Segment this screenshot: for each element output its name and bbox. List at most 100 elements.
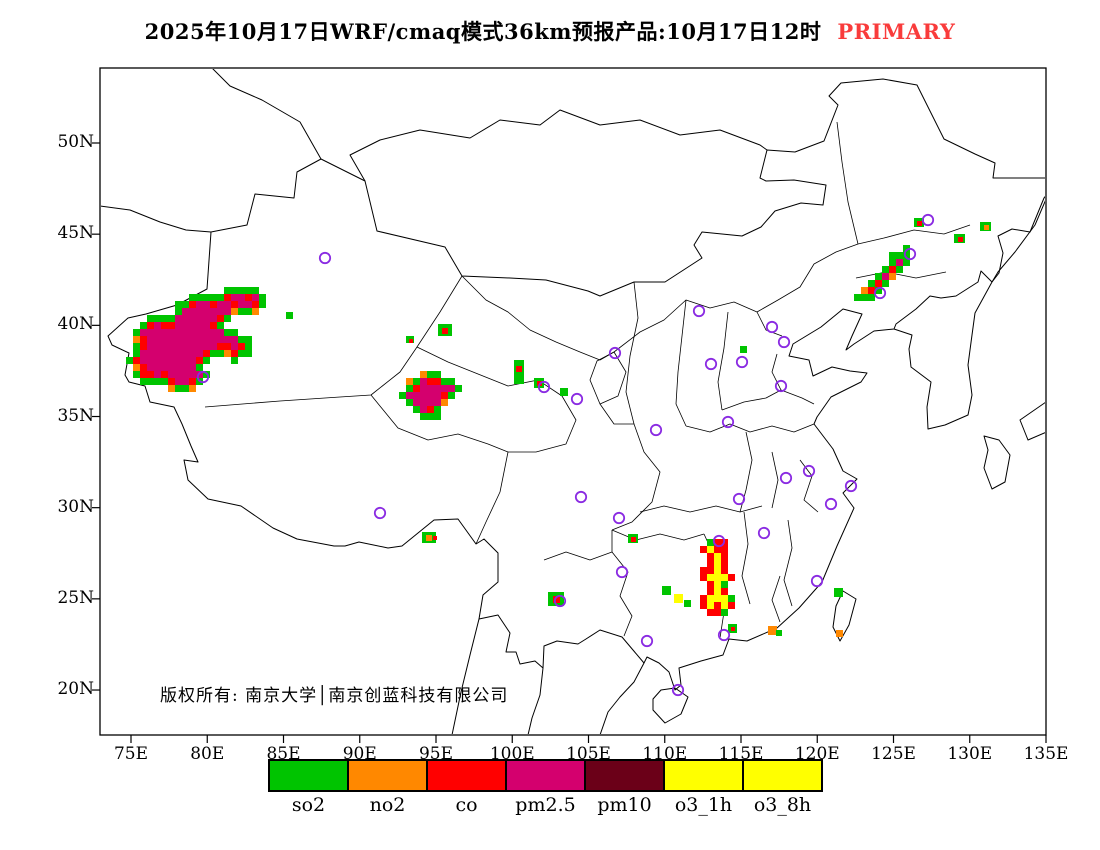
border-line bbox=[652, 687, 689, 724]
y-tick-label: 25N bbox=[57, 587, 94, 608]
legend-labels: so2 no2 co pm2.5 pm10 o3_1h o3_8h bbox=[268, 792, 823, 816]
legend-label-o3_1h: o3_1h bbox=[674, 794, 733, 816]
city-marker bbox=[196, 370, 210, 384]
border-line bbox=[101, 205, 212, 233]
city-marker bbox=[757, 526, 771, 540]
province-line bbox=[857, 224, 971, 245]
legend-swatch-pm10 bbox=[584, 759, 665, 792]
pollutant-spot bbox=[426, 535, 432, 541]
pollutant-spot bbox=[409, 339, 413, 343]
legend-label-pm10: pm10 bbox=[597, 794, 652, 816]
province-line bbox=[625, 281, 639, 425]
province-line bbox=[461, 275, 615, 361]
border-line bbox=[832, 590, 857, 642]
pollutant-region bbox=[854, 245, 910, 301]
province-line bbox=[204, 275, 463, 408]
page-title: 2025年10月17日WRF/cmaq模式36km预报产品:10月17日12时 P… bbox=[0, 16, 1100, 46]
province-line bbox=[685, 423, 815, 433]
city-marker bbox=[777, 335, 791, 349]
border-line bbox=[349, 109, 768, 182]
province-line bbox=[589, 351, 627, 405]
city-marker bbox=[574, 490, 588, 504]
city-marker bbox=[735, 355, 749, 369]
pollutant-spot bbox=[834, 588, 843, 597]
city-marker bbox=[712, 534, 726, 548]
city-marker bbox=[824, 497, 838, 511]
city-marker bbox=[844, 479, 858, 493]
pollutant-spot bbox=[560, 388, 568, 396]
border-line bbox=[1019, 402, 1045, 441]
pollutant-spot bbox=[917, 221, 922, 226]
city-marker bbox=[608, 346, 622, 360]
city-marker bbox=[318, 251, 332, 265]
y-tick-label: 45N bbox=[57, 223, 94, 244]
pollutant-spot bbox=[740, 346, 747, 353]
province-line bbox=[855, 271, 947, 279]
city-marker bbox=[921, 213, 935, 227]
city-marker bbox=[704, 357, 718, 371]
title-primary: PRIMARY bbox=[837, 19, 956, 44]
province-line bbox=[771, 575, 781, 623]
y-tick-label: 20N bbox=[57, 679, 94, 700]
copyright-text: 版权所有: 南京大学│南京创蓝科技有限公司 bbox=[160, 686, 509, 706]
border-line bbox=[893, 281, 993, 430]
city-markers bbox=[196, 213, 935, 697]
axis-ticks bbox=[92, 142, 1047, 743]
legend-swatch-so2 bbox=[268, 759, 349, 792]
pollutant-spot bbox=[674, 594, 683, 603]
legend-swatch-pm2.5 bbox=[505, 759, 586, 792]
province-line bbox=[836, 121, 859, 245]
legend-swatch-o3_1h bbox=[663, 759, 744, 792]
province-borders bbox=[204, 121, 971, 639]
province-line bbox=[370, 394, 509, 545]
province-line bbox=[780, 389, 815, 405]
city-marker bbox=[774, 379, 788, 393]
city-marker bbox=[570, 392, 584, 406]
y-tick-label: 50N bbox=[57, 132, 94, 152]
city-marker bbox=[671, 683, 685, 697]
border-line bbox=[527, 667, 544, 734]
legend-label-o3_8h: o3_8h bbox=[753, 794, 812, 816]
pollutant-spot bbox=[768, 626, 777, 635]
legend-label-no2: no2 bbox=[369, 794, 406, 816]
city-marker bbox=[553, 594, 567, 608]
pollutant-spots bbox=[286, 218, 991, 637]
city-marker bbox=[765, 320, 779, 334]
city-marker bbox=[615, 565, 629, 579]
pollutant-regions bbox=[126, 245, 910, 616]
province-line bbox=[741, 511, 751, 605]
province-line bbox=[639, 505, 763, 513]
city-marker bbox=[779, 471, 793, 485]
pollutant-spot bbox=[662, 586, 671, 595]
city-marker bbox=[802, 464, 816, 478]
pollutant-spot bbox=[433, 536, 437, 540]
pollutant-region bbox=[399, 371, 462, 420]
x-tick-label: 75E bbox=[113, 744, 149, 764]
province-line bbox=[717, 311, 729, 411]
city-marker bbox=[537, 380, 551, 394]
province-line bbox=[739, 431, 753, 513]
pollutant-spot bbox=[958, 237, 963, 242]
legend-label-so2: so2 bbox=[291, 794, 326, 816]
x-tick-label: 130E bbox=[947, 744, 993, 764]
pollutant-region bbox=[126, 287, 266, 392]
pollutant-spot bbox=[631, 537, 636, 542]
border-line bbox=[107, 78, 1045, 691]
y-tick-label: 40N bbox=[57, 314, 94, 335]
city-marker bbox=[732, 492, 746, 506]
city-marker bbox=[717, 628, 731, 642]
city-marker bbox=[373, 506, 387, 520]
city-marker bbox=[903, 247, 917, 261]
border-line bbox=[599, 662, 645, 734]
city-marker bbox=[873, 286, 887, 300]
province-line bbox=[799, 459, 819, 513]
pollutant-spot bbox=[836, 630, 843, 637]
city-marker bbox=[810, 574, 824, 588]
legend-swatch-o3_8h bbox=[742, 759, 823, 792]
pollutant-spot bbox=[776, 630, 782, 636]
pollutant-region bbox=[700, 539, 735, 616]
y-tick-label: 35N bbox=[57, 405, 94, 426]
city-marker bbox=[649, 423, 663, 437]
country-borders bbox=[101, 69, 1045, 734]
